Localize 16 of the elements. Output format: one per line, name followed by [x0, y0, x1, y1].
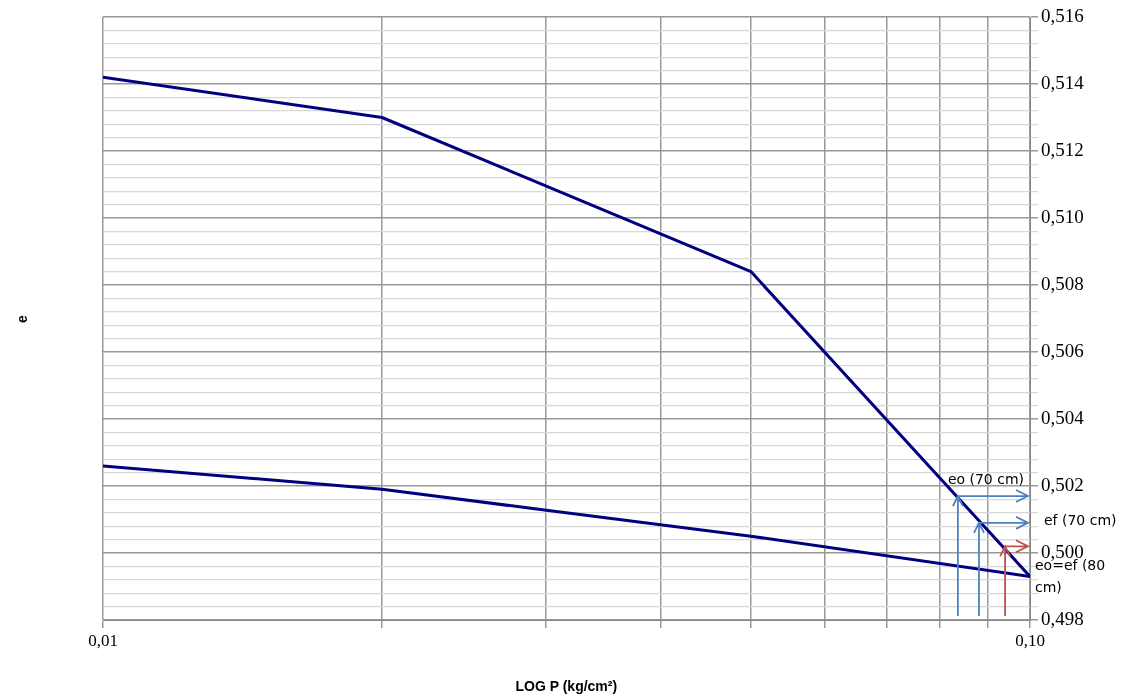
y-tick-label: 0,504 — [1041, 406, 1085, 428]
annotation: ef (70 cm) — [1044, 510, 1117, 530]
x-tick-label: 0,01 — [88, 630, 118, 650]
x-tick-label: 0,10 — [1015, 630, 1045, 650]
y-tick-label: 0,506 — [1041, 339, 1084, 361]
y-tick-label: 0,498 — [1041, 607, 1084, 629]
y-axis-title: e — [13, 314, 30, 323]
annotation: eo (70 cm) — [947, 470, 1025, 490]
y-tick-label: 0,508 — [1041, 272, 1084, 294]
y-tick-label: 0,516 — [1041, 4, 1084, 26]
y-tick-label: 0,500 — [1041, 540, 1084, 562]
y-tick-label: 0,512 — [1041, 138, 1084, 160]
y-tick-label: 0,514 — [1041, 71, 1085, 93]
y-tick-label: 0,502 — [1041, 473, 1084, 495]
y-tick-label: 0,510 — [1041, 205, 1084, 227]
x-axis-title: LOG P (kg/cm²) — [515, 678, 618, 694]
